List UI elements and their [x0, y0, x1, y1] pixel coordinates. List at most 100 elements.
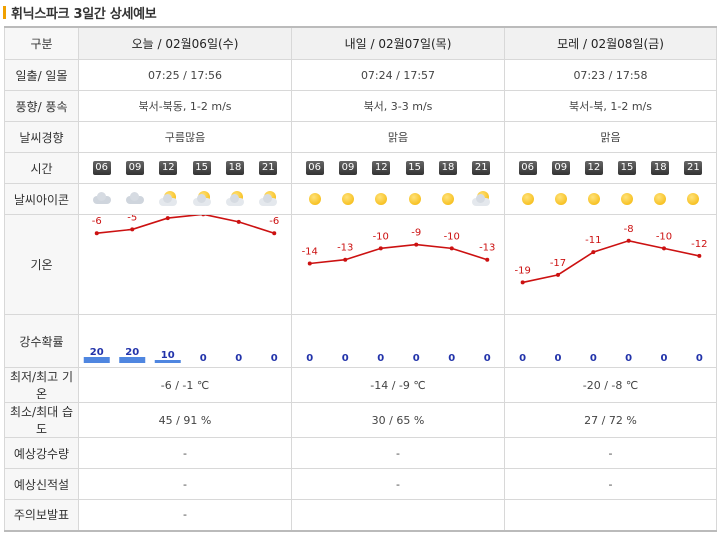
temp-label: -10	[373, 231, 389, 242]
temp-label: -13	[479, 243, 495, 254]
row-label: 기온	[4, 214, 79, 315]
wind-cell: 북서-북동, 1-2 m/s	[78, 90, 292, 122]
sun-icon	[337, 190, 359, 208]
partly-cloudy-icon	[224, 190, 246, 208]
hour-badge: 15	[405, 161, 424, 175]
temp-point	[591, 250, 596, 255]
warning-cell: -	[78, 499, 292, 532]
temp-chart-today: -6-5-2-1-3-6	[92, 215, 279, 236]
precip-cell: -	[504, 437, 717, 469]
temp-point	[165, 216, 170, 221]
rain-label: 0	[484, 353, 491, 364]
hour-badge: 09	[551, 161, 570, 175]
row-label: 예상신적설	[4, 468, 79, 500]
temp-label: -17	[550, 258, 566, 269]
rain-label: 0	[519, 353, 526, 364]
header-label: 구분	[4, 26, 79, 60]
temp-point	[94, 231, 99, 236]
minmax-row: 최저/최고 기온 -6 / -1 ℃ -14 / -9 ℃ -20 / -8 ℃	[4, 367, 717, 403]
temp-point	[520, 280, 525, 285]
partly-cloudy-icon	[257, 190, 279, 208]
temp-point	[485, 257, 490, 262]
hour-badge: 21	[472, 161, 491, 175]
icons-cell	[78, 183, 292, 215]
temp-label: -12	[691, 239, 707, 250]
icon-row: 날씨아이콘	[4, 183, 717, 215]
header-day-after: 모레 / 02월08일(금)	[504, 26, 717, 60]
temp-label: -19	[514, 265, 530, 276]
temp-label: -6	[92, 216, 102, 227]
rain-label: 0	[555, 353, 562, 364]
temp-point	[236, 219, 241, 224]
temp-point	[414, 242, 419, 247]
hour-badge: 18	[438, 161, 457, 175]
hour-badge: 21	[684, 161, 703, 175]
rain-bar	[154, 360, 181, 363]
temp-point	[130, 227, 135, 232]
hour-badge: 12	[584, 161, 603, 175]
row-label: 최저/최고 기온	[4, 367, 79, 403]
sun-icon	[370, 190, 392, 208]
cloud-icon	[91, 190, 113, 208]
temperature-row: 기온 -6-5-2-1-3-6 -14-13-10-9-10-13 -19-17…	[4, 214, 717, 315]
header-day-tomorrow: 내일 / 02월07일(목)	[291, 26, 505, 60]
time-row: 시간 06 09 12 15 18 21 06 09 12 15 18 21 06 09 12 15 18 2…	[4, 152, 717, 184]
hour-badge: 12	[372, 161, 391, 175]
temp-chart-after: -19 -17 -11 -8 -10 -12	[514, 224, 708, 285]
minmax-cell: -14 / -9 ℃	[291, 367, 505, 403]
warning-row: 주의보발표 -	[4, 499, 717, 532]
row-label: 예상강수량	[4, 437, 79, 469]
rain-bar	[119, 357, 146, 363]
temp-label: -11	[585, 235, 601, 246]
hour-badge: 06	[305, 161, 324, 175]
wind-cell: 북서-북, 1-2 m/s	[504, 90, 717, 122]
temp-point	[272, 231, 277, 236]
temp-label: -10	[656, 231, 672, 242]
hours-cell: 06 09 12 15 18 21	[291, 152, 505, 184]
partly-cloudy-icon	[470, 190, 492, 208]
row-label: 주의보발표	[4, 499, 79, 532]
temp-label: -9	[411, 228, 421, 239]
sun-icon	[517, 190, 539, 208]
temp-label: -14	[302, 247, 318, 258]
temp-chart-cell: -19 -17 -11 -8 -10 -12	[504, 214, 717, 315]
forecast-table: 구분 오늘 / 02월06일(수) 내일 / 02월07일(목) 모레 / 02…	[4, 26, 717, 532]
temp-point	[201, 215, 206, 217]
sun-icon	[682, 190, 704, 208]
precip-cell: -	[78, 437, 292, 469]
hour-badge: 09	[338, 161, 357, 175]
hour-badge: 18	[225, 161, 244, 175]
rain-chart-cell: 20 20 10 0 0 0	[78, 314, 292, 368]
temp-chart-cell: -6-5-2-1-3-6	[78, 214, 292, 315]
temp-label: -5	[127, 215, 137, 223]
partly-cloudy-icon	[191, 190, 213, 208]
temp-line	[309, 243, 488, 265]
rain-bar	[83, 357, 110, 363]
wind-cell: 북서, 3-3 m/s	[291, 90, 505, 122]
rain-chart-cell: 0 0 0 0 0 0	[291, 314, 505, 368]
minmax-cell: -6 / -1 ℃	[78, 367, 292, 403]
warning-cell	[504, 499, 717, 532]
minmax-cell: -20 / -8 ℃	[504, 367, 717, 403]
partly-cloudy-icon	[157, 190, 179, 208]
hour-badge: 18	[651, 161, 670, 175]
temp-point	[378, 246, 383, 251]
rain-chart-tomorrow: 0 0 0 0 0 0	[306, 353, 491, 364]
rain-label: 0	[377, 353, 384, 364]
sun-cell: 07:25 / 17:56	[78, 59, 292, 91]
temp-point	[662, 246, 666, 251]
rain-label: 0	[448, 353, 455, 364]
wind-row: 풍향/ 풍속 북서-북동, 1-2 m/s 북서, 3-3 m/s 북서-북, …	[4, 90, 717, 122]
temp-label: -8	[624, 224, 634, 235]
rain-label: 0	[235, 353, 242, 364]
rain-label: 0	[413, 353, 420, 364]
hour-badge: 12	[159, 161, 178, 175]
temp-label: -13	[337, 243, 353, 254]
temp-point	[449, 246, 454, 251]
rain-label: 0	[696, 353, 703, 364]
rain-label: 0	[306, 353, 313, 364]
row-label: 풍향/ 풍속	[4, 90, 79, 122]
hour-badge: 09	[125, 161, 144, 175]
temp-chart-cell: -14 -13 -10 -9 -10 -13	[291, 214, 505, 315]
snow-cell: -	[78, 468, 292, 500]
